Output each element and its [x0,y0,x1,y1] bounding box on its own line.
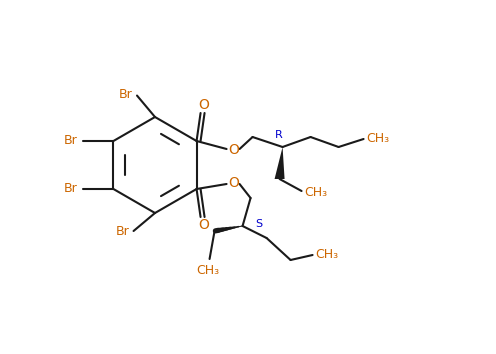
Text: O: O [228,176,239,190]
Text: CH₃: CH₃ [196,263,219,276]
Text: Br: Br [63,183,77,195]
Text: Br: Br [119,88,133,101]
Polygon shape [275,147,285,179]
Text: R: R [275,130,282,140]
Text: CH₃: CH₃ [304,187,327,200]
Text: O: O [228,143,239,157]
Text: Br: Br [63,135,77,148]
Text: S: S [255,219,262,229]
Text: Br: Br [116,225,129,239]
Text: CH₃: CH₃ [315,249,338,262]
Text: O: O [198,98,209,112]
Text: O: O [198,218,209,232]
Text: CH₃: CH₃ [366,132,389,145]
